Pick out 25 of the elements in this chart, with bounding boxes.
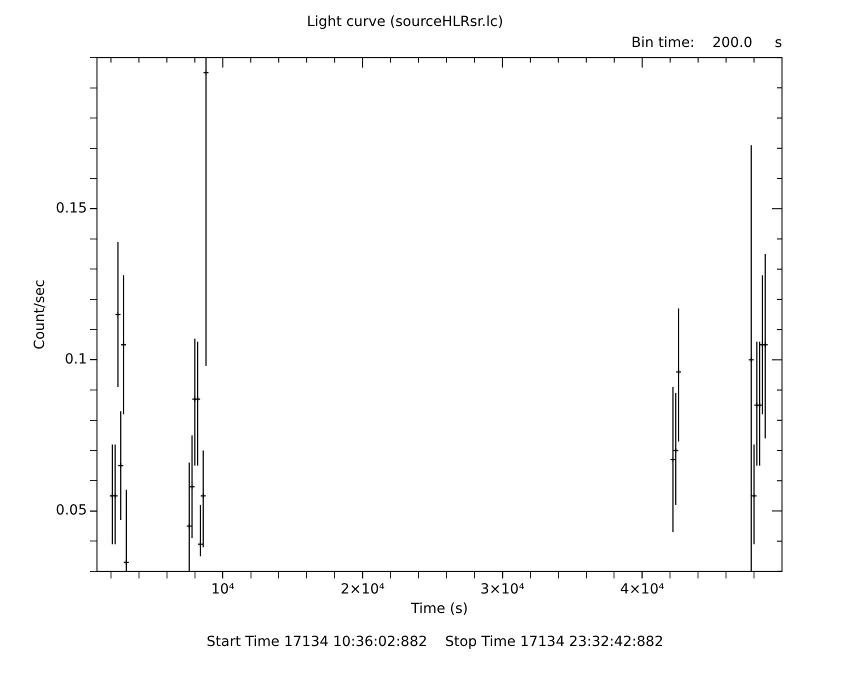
point (120, 342, 127, 348)
point (750, 492, 758, 499)
point (675, 368, 682, 376)
y-tick-label: 0.1 (64, 351, 87, 368)
y-tick-label: 0.05 (56, 502, 87, 519)
x-tick-label: 10⁴ (211, 581, 235, 598)
y-axis-title: Count/sec (32, 280, 48, 350)
x-tick-label: 3×10⁴ (480, 581, 525, 598)
point (670, 456, 676, 463)
point (748, 356, 754, 363)
chart-subtitle: Bin time: 200.0 s (631, 34, 782, 51)
chart-title: Light curve (sourceHLRsr.lc) (306, 14, 504, 30)
point (118, 462, 124, 469)
point (202, 70, 210, 76)
point (123, 559, 130, 566)
point (672, 447, 679, 454)
x-tick-label: 4×10⁴ (620, 581, 665, 598)
point (200, 492, 206, 499)
x-axis-title: Time (s) (410, 601, 468, 618)
y-tick-label: 0.15 (56, 200, 87, 216)
text: Start Time 17134 10:36:02:882 Stop Time 17134 23:32:42:882 (206, 634, 664, 650)
point (186, 522, 192, 530)
point (114, 311, 122, 318)
x-tick-label: 2×10⁴ (340, 581, 386, 598)
point (188, 484, 196, 490)
